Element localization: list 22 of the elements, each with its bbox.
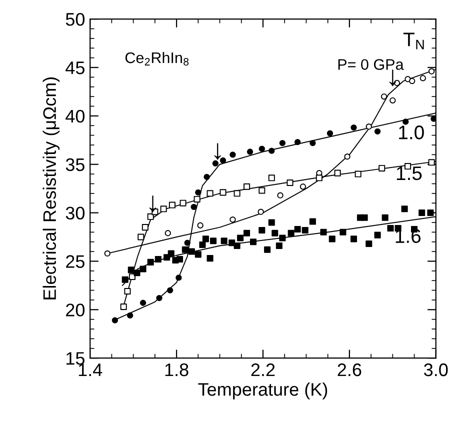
x-tick-label: 3.0 <box>424 363 448 376</box>
annotation: Ce$_{2}$RhIn$_{8}$ <box>125 52 189 66</box>
y-tick-label: 40 <box>66 110 85 123</box>
x-tick-label: 1.8 <box>165 363 188 376</box>
x-tick-label: 2.6 <box>338 363 362 376</box>
annotation: ↓ <box>214 143 221 160</box>
y-tick-label: 50 <box>66 12 85 26</box>
y-axis-title: Electrical Resistivity (μΩcm) <box>42 77 60 300</box>
y-tick-label: 30 <box>66 206 85 220</box>
legend-label: 1.5 <box>396 166 422 180</box>
x-axis-title: Temperature (K) <box>198 382 328 400</box>
legend-label: P= 0 GPa <box>338 59 404 70</box>
y-tick-label: 45 <box>66 62 84 74</box>
y-tick-label: 15 <box>66 352 84 365</box>
y-tick-label: 35 <box>66 158 84 172</box>
x-tick-label: 2.2 <box>251 363 275 376</box>
annotation: T$_{N}$ <box>403 32 424 50</box>
x-tick-label: 1.4 <box>78 364 102 376</box>
y-tick-label: 25 <box>66 255 84 268</box>
y-tick-label: 20 <box>66 304 85 316</box>
legend-label: 1.0 <box>399 126 424 140</box>
annotation: ↓ <box>389 70 396 86</box>
